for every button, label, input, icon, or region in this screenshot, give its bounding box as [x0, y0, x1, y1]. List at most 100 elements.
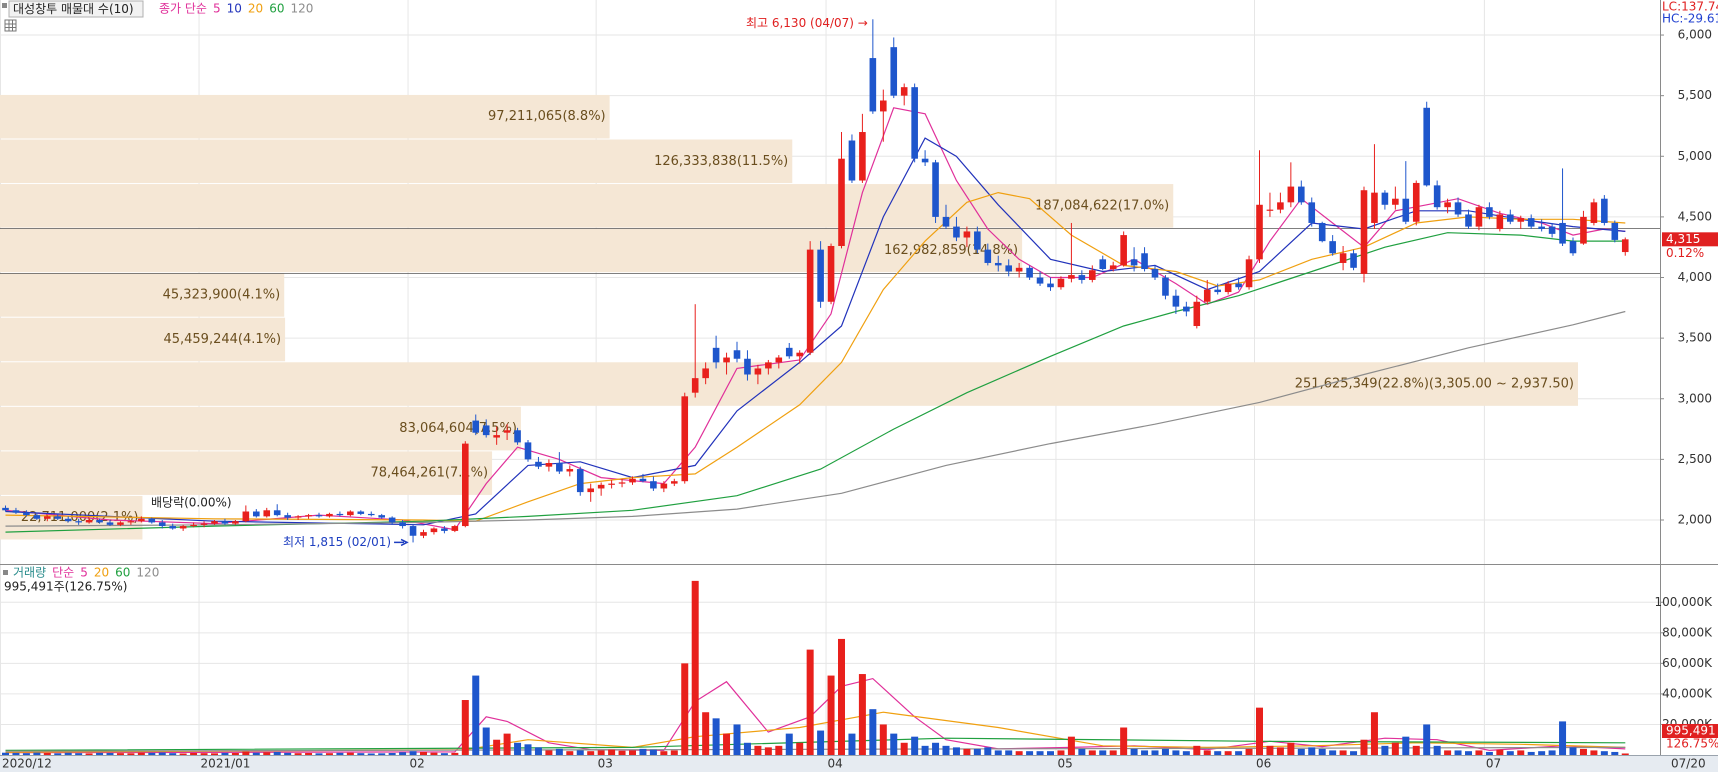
candle-body: [1423, 107, 1430, 186]
volume-bar: [96, 752, 104, 755]
volume-bar: [900, 742, 908, 755]
volume-bar: [890, 733, 898, 755]
last-price-tag: [1662, 232, 1718, 247]
candle-body: [1256, 204, 1263, 260]
volume-profile-band: [0, 273, 285, 317]
volume-bar: [64, 752, 72, 755]
volume-bar: [1026, 751, 1034, 755]
candle-body: [1245, 259, 1253, 288]
candle-body: [1015, 267, 1023, 272]
volume-bar: [22, 753, 30, 755]
volume-bar: [618, 750, 626, 755]
candle-body: [796, 352, 803, 357]
candle-body: [869, 58, 877, 112]
volume-bar: [273, 751, 281, 755]
candle-body: [211, 521, 218, 524]
volume-bar: [838, 638, 845, 755]
volume-bar: [388, 753, 396, 755]
volume-bar: [608, 749, 616, 755]
volume-profile-label: 78,464,261(7.1%): [370, 466, 488, 481]
volume-bar: [1078, 748, 1086, 755]
candle-body: [1371, 192, 1378, 223]
volume-bar: [1141, 750, 1149, 755]
x-tick-label: 2021/01: [201, 757, 251, 771]
candle-body: [1109, 265, 1117, 270]
y-tick-label: 6,000: [1678, 28, 1712, 42]
volume-bar: [1099, 750, 1107, 755]
last-price-label: 4,315: [1666, 232, 1700, 246]
volume-bar: [200, 753, 208, 755]
candle-body: [994, 262, 1002, 266]
moving-average-line: [5, 137, 1626, 526]
volume-bar: [879, 724, 887, 755]
volume-bar: [806, 649, 814, 755]
y-tick-label: 3,000: [1678, 391, 1712, 405]
candle-body: [1193, 301, 1201, 327]
candle-body: [190, 524, 197, 527]
volume-profile-band: [0, 228, 1023, 273]
volume-bar: [932, 742, 940, 755]
candle-body: [1183, 306, 1190, 312]
end-date-label: 07/20: [1671, 757, 1706, 771]
volume-bar: [409, 751, 417, 755]
candle-body: [629, 478, 636, 483]
y-tick-label: 3,500: [1678, 331, 1712, 345]
volume-bar: [911, 736, 919, 755]
candle-body: [545, 463, 553, 467]
volume-bar: [1329, 750, 1337, 755]
x-tick-label: 07: [1486, 757, 1501, 771]
volume-bar: [2, 752, 9, 755]
candle-body: [1057, 278, 1065, 288]
volume-bar: [263, 752, 271, 755]
candle-body: [921, 158, 929, 163]
volume-bar: [1350, 751, 1358, 755]
volume-bar: [743, 742, 751, 755]
candle-body: [514, 430, 521, 443]
candle-body: [1559, 222, 1566, 244]
candle-body: [378, 515, 385, 518]
candle-body: [493, 435, 500, 438]
candle-body: [1005, 265, 1012, 272]
title-box: [8, 0, 144, 18]
volume-bar: [357, 753, 365, 755]
candle-body: [911, 87, 918, 159]
volume-bar: [827, 675, 835, 755]
volume-bar: [127, 753, 135, 755]
volume-profile-band: [0, 451, 493, 495]
candle-body: [1601, 198, 1608, 223]
volume-bar: [315, 753, 323, 755]
volume-bar: [325, 753, 333, 755]
low-label: 최저 1,815 (02/01): [283, 535, 391, 549]
volume-bar: [1579, 748, 1587, 755]
volume-bar: [1287, 742, 1295, 755]
candle-body: [1486, 207, 1493, 217]
volume-profile-label: 45,459,244(4.1%): [163, 332, 281, 347]
candle-body: [535, 461, 542, 467]
candle-body: [984, 249, 992, 263]
candle-body: [974, 231, 981, 250]
last-volume-ratio: 126.75%: [1666, 737, 1718, 751]
moving-average-line: [5, 232, 1626, 533]
volume-bar: [545, 750, 553, 755]
y-tick-label: 4,000: [1678, 270, 1712, 284]
candle-body: [294, 516, 302, 518]
candle-body: [1507, 214, 1514, 222]
volume-bar: [1590, 750, 1598, 755]
candle-body: [158, 522, 166, 527]
candle-body: [691, 378, 699, 393]
candle-body: [1266, 209, 1274, 211]
candle-body: [451, 526, 459, 531]
candle-body: [848, 140, 856, 181]
candle-body: [744, 358, 751, 375]
candle-body: [1350, 253, 1357, 268]
legend-entry: 10: [227, 2, 242, 16]
volume-bar: [796, 742, 804, 755]
candle-body: [12, 510, 20, 513]
y-tick-label: 2,000: [1678, 512, 1712, 526]
moving-average-line: [5, 310, 1626, 527]
volume-bar: [754, 745, 762, 755]
y-tick-label: 40,000K: [1662, 686, 1713, 700]
volume-bar: [378, 753, 386, 755]
candle-body: [1089, 270, 1096, 280]
